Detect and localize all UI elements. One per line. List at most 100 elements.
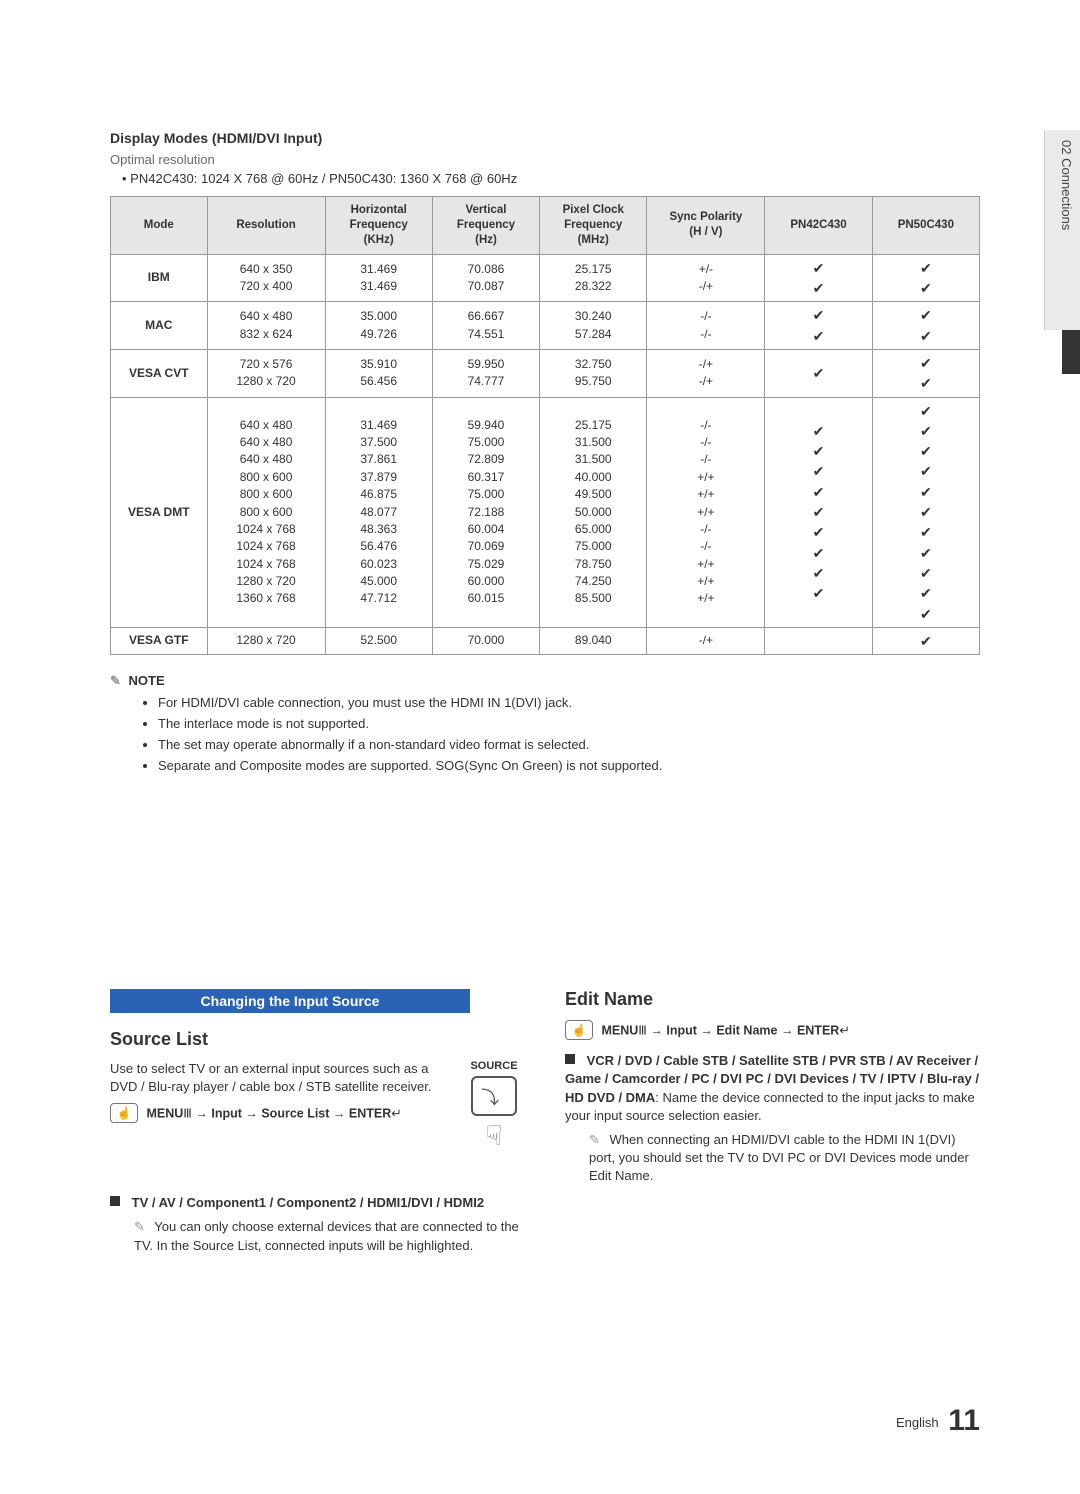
device-list-block: VCR / DVD / Cable STB / Satellite STB / … — [565, 1052, 980, 1185]
remote-icon: ☝ — [565, 1020, 593, 1040]
table-cell: 25.175 31.500 31.500 40.000 49.500 50.00… — [540, 397, 647, 627]
table-cell: -/- -/- — [647, 302, 765, 350]
blue-bar-title: Changing the Input Source — [110, 989, 470, 1013]
table-cell — [765, 627, 872, 654]
table-cell: -/- -/- -/- +/+ +/+ +/+ -/- -/- +/+ +/+ … — [647, 397, 765, 627]
resolution-line: PN42C430: 1024 X 768 @ 60Hz / PN50C430: … — [122, 171, 980, 186]
table-header: Mode — [111, 197, 208, 255]
table-cell: ✔ ✔ — [872, 254, 979, 302]
table-cell: 720 x 576 1280 x 720 — [207, 350, 325, 398]
table-row: MAC640 x 480 832 x 62435.000 49.72666.66… — [111, 302, 980, 350]
tv-av-heading: TV / AV / Component1 / Component2 / HDMI… — [132, 1195, 484, 1210]
table-cell: ✔ ✔ ✔ ✔ ✔ ✔ ✔ ✔ ✔ ✔ ✔ — [872, 397, 979, 627]
menu-path-token: Input — [211, 1107, 242, 1121]
note-item: Separate and Composite modes are support… — [158, 758, 980, 773]
note-item: The set may operate abnormally if a non-… — [158, 737, 980, 752]
table-cell: 640 x 350 720 x 400 — [207, 254, 325, 302]
section-title: Display Modes (HDMI/DVI Input) — [110, 130, 980, 146]
table-cell: 59.950 74.777 — [432, 350, 539, 398]
table-cell: VESA GTF — [111, 627, 208, 654]
source-label: SOURCE — [463, 1060, 525, 1072]
edit-name-title: Edit Name — [565, 989, 980, 1010]
table-cell: ✔ ✔ — [765, 254, 872, 302]
source-list-desc: Use to select TV or an external input so… — [110, 1060, 453, 1095]
right-column: Edit Name ☝ MENUⅢ → Input → Edit Name → … — [565, 989, 980, 1265]
table-cell: 35.910 56.456 — [325, 350, 432, 398]
table-header: PN42C430 — [765, 197, 872, 255]
pencil-icon: ✎ — [134, 1219, 145, 1234]
pencil-icon: ✎ — [110, 673, 121, 688]
table-cell: IBM — [111, 254, 208, 302]
menu-path-edit: ☝ MENUⅢ → Input → Edit Name → ENTER↵ — [565, 1020, 980, 1040]
page-footer: English 11 — [896, 1404, 980, 1438]
display-modes-table: ModeResolutionHorizontalFrequency(KHz)Ve… — [110, 196, 980, 655]
table-cell: ✔ ✔ — [872, 350, 979, 398]
table-row: VESA DMT640 x 480 640 x 480 640 x 480 80… — [111, 397, 980, 627]
table-cell: 89.040 — [540, 627, 647, 654]
menu-path-token: MENU — [146, 1107, 183, 1121]
menu-path-token: ENTER — [349, 1107, 391, 1121]
menu-path-token: Input — [666, 1024, 697, 1038]
page-content: Display Modes (HDMI/DVI Input) Optimal r… — [0, 0, 1080, 1325]
menu-path-token: ↵ — [839, 1024, 849, 1038]
table-cell: 70.000 — [432, 627, 539, 654]
note-label: NOTE — [129, 673, 165, 688]
table-cell: -/+ — [647, 627, 765, 654]
menu-path-token: → — [697, 1024, 716, 1038]
table-cell: ✔ — [872, 627, 979, 654]
tv-av-note: You can only choose external devices tha… — [134, 1219, 519, 1252]
table-row: VESA CVT720 x 576 1280 x 72035.910 56.45… — [111, 350, 980, 398]
menu-path-token: ↵ — [391, 1107, 401, 1121]
source-button-graphic — [471, 1076, 517, 1116]
table-cell: +/- -/+ — [647, 254, 765, 302]
table-cell: 66.667 74.551 — [432, 302, 539, 350]
menu-path-token: → — [777, 1024, 796, 1038]
tv-av-block: TV / AV / Component1 / Component2 / HDMI… — [110, 1194, 525, 1255]
menu-path-token: Source List — [261, 1107, 329, 1121]
table-cell: ✔ — [765, 350, 872, 398]
menu-path-token: → — [192, 1107, 211, 1121]
table-header: Pixel ClockFrequency(MHz) — [540, 197, 647, 255]
hand-icon: ☟ — [463, 1122, 525, 1150]
table-cell: VESA CVT — [111, 350, 208, 398]
menu-path-token: → — [329, 1107, 348, 1121]
note-list: For HDMI/DVI cable connection, you must … — [158, 695, 980, 773]
table-cell: ✔ ✔ ✔ ✔ ✔ ✔ ✔ ✔ ✔ — [765, 397, 872, 627]
table-row: IBM640 x 350 720 x 40031.469 31.46970.08… — [111, 254, 980, 302]
table-cell: VESA DMT — [111, 397, 208, 627]
table-header: HorizontalFrequency(KHz) — [325, 197, 432, 255]
menu-path-token: → — [647, 1024, 666, 1038]
subhead-optimal: Optimal resolution — [110, 152, 980, 167]
table-cell: 31.469 37.500 37.861 37.879 46.875 48.07… — [325, 397, 432, 627]
table-header: Sync Polarity(H / V) — [647, 197, 765, 255]
menu-path-token: ENTER — [797, 1024, 839, 1038]
table-cell: MAC — [111, 302, 208, 350]
table-header: VerticalFrequency(Hz) — [432, 197, 539, 255]
square-bullet-icon — [110, 1196, 120, 1206]
square-bullet-icon — [565, 1054, 575, 1064]
table-cell: ✔ ✔ — [765, 302, 872, 350]
pencil-icon: ✎ — [589, 1132, 600, 1147]
table-cell: -/+ -/+ — [647, 350, 765, 398]
table-cell: 640 x 480 640 x 480 640 x 480 800 x 600 … — [207, 397, 325, 627]
page-number: 11 — [948, 1404, 980, 1437]
table-header: Resolution — [207, 197, 325, 255]
edit-name-note: When connecting an HDMI/DVI cable to the… — [589, 1132, 969, 1183]
table-cell: 59.940 75.000 72.809 60.317 75.000 72.18… — [432, 397, 539, 627]
table-header: PN50C430 — [872, 197, 979, 255]
remote-icon: ☝ — [110, 1103, 138, 1123]
menu-path-token: Edit Name — [716, 1024, 777, 1038]
menu-path-token: → — [242, 1107, 261, 1121]
note-item: The interlace mode is not supported. — [158, 716, 980, 731]
source-button-illustration: SOURCE ☟ — [463, 1060, 525, 1150]
footer-language: English — [896, 1415, 939, 1430]
table-cell: 70.086 70.087 — [432, 254, 539, 302]
menu-path-token: Ⅲ — [183, 1107, 192, 1121]
table-cell: 25.175 28.322 — [540, 254, 647, 302]
table-cell: 1280 x 720 — [207, 627, 325, 654]
table-row: VESA GTF1280 x 72052.50070.00089.040-/+✔ — [111, 627, 980, 654]
note-item: For HDMI/DVI cable connection, you must … — [158, 695, 980, 710]
menu-path-token: MENU — [601, 1024, 638, 1038]
table-cell: 30.240 57.284 — [540, 302, 647, 350]
left-column: Changing the Input Source Source List Us… — [110, 989, 525, 1265]
